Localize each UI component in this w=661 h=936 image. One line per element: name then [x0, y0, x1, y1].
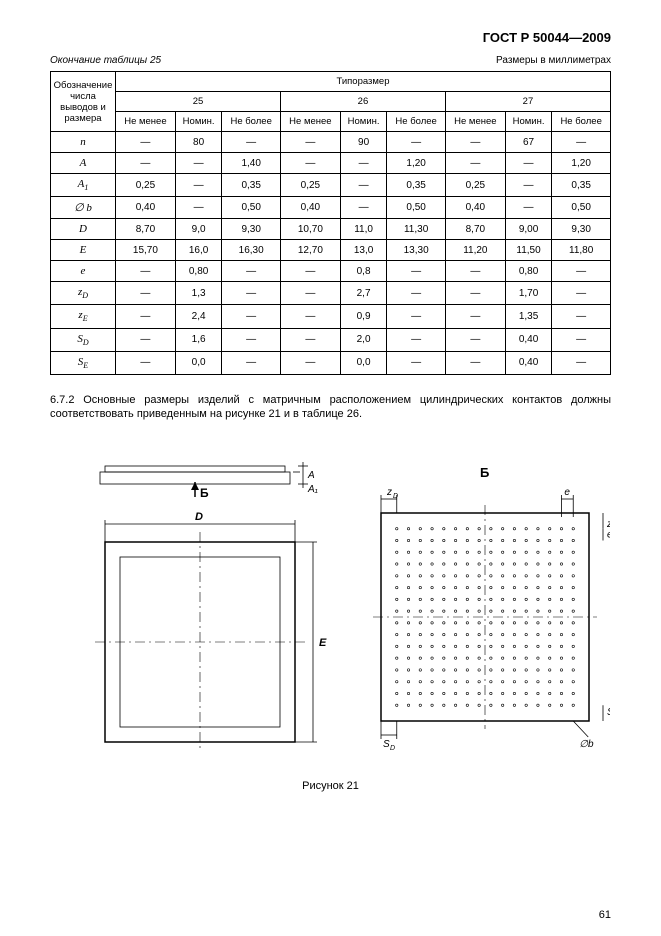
paragraph-672: 6.7.2 Основные размеры изделий с матричн…	[50, 393, 611, 422]
figure-21: AA₁БDEБzDezEeSESD∅b	[50, 442, 611, 772]
table-row: e—0,80——0,8——0,80—	[51, 261, 611, 282]
svg-text:D: D	[393, 493, 398, 500]
doc-title: ГОСТ Р 50044—2009	[50, 30, 611, 45]
page-number: 61	[599, 909, 611, 921]
svg-text:E: E	[319, 637, 327, 649]
svg-text:D: D	[195, 511, 203, 523]
svg-text:z: z	[386, 487, 392, 498]
svg-text:z: z	[606, 518, 610, 529]
svg-text:e: e	[607, 529, 610, 540]
table-body: n—80——90——67—A——1,40——1,20——1,20A10,25—0…	[51, 132, 611, 375]
table-row: zD—1,3——2,7——1,70—	[51, 282, 611, 305]
table-continuation: Окончание таблицы 25	[50, 55, 161, 66]
units-label: Размеры в миллиметрах	[496, 55, 611, 66]
svg-text:S: S	[607, 707, 610, 718]
table-row: SD—1,6——2,0——0,40—	[51, 328, 611, 351]
table-row: A——1,40——1,20——1,20	[51, 153, 611, 174]
svg-text:e: e	[564, 487, 570, 498]
svg-text:D: D	[390, 745, 395, 752]
svg-text:∅b: ∅b	[579, 739, 594, 750]
table-row: n—80——90——67—	[51, 132, 611, 153]
table-row: zE—2,4——0,9——1,35—	[51, 305, 611, 328]
table-row: E15,7016,016,3012,7013,013,3011,2011,501…	[51, 240, 611, 261]
table-row: D8,709,09,3010,7011,011,308,709,009,30	[51, 219, 611, 240]
table-row: SE—0,0——0,0——0,40—	[51, 351, 611, 374]
svg-text:S: S	[383, 739, 390, 750]
table-row: A10,25—0,350,25—0,350,25—0,35	[51, 174, 611, 197]
svg-text:A: A	[307, 470, 315, 481]
table-row: ∅ b0,40—0,500,40—0,500,40—0,50	[51, 197, 611, 219]
table-header: Обозна­чение числа выводов и размераТипо…	[51, 72, 611, 132]
figure-svg: AA₁БDEБzDezEeSESD∅b	[50, 442, 610, 772]
figure-caption: Рисунок 21	[50, 780, 611, 792]
dimensions-table: Обозна­чение числа выводов и размераТипо…	[50, 71, 611, 375]
svg-text:Б: Б	[200, 486, 209, 500]
svg-text:A₁: A₁	[307, 484, 318, 495]
svg-text:Б: Б	[480, 465, 489, 480]
